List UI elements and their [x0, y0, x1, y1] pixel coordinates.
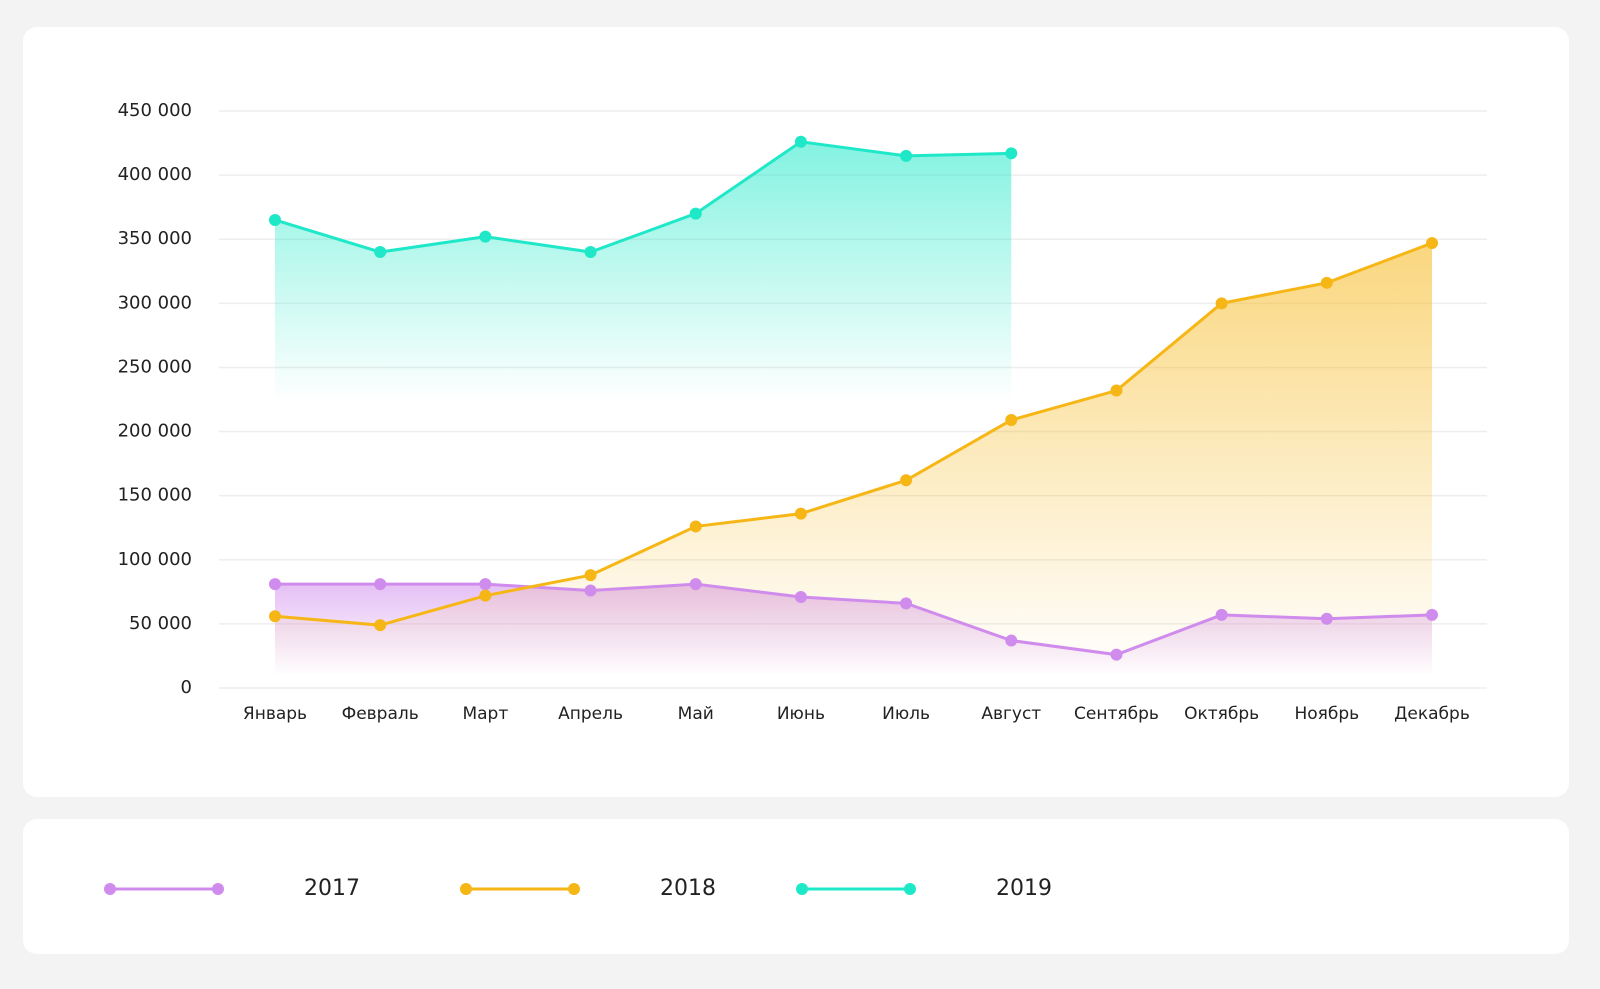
- data-point: [269, 578, 281, 591]
- y-tick-label: 450 000: [118, 100, 192, 121]
- y-tick-label: 350 000: [118, 228, 192, 249]
- data-point: [1215, 608, 1228, 621]
- area: [275, 243, 1432, 676]
- legend-label: 2019: [996, 876, 1052, 901]
- data-point: [1426, 608, 1438, 621]
- legend-dot: [568, 883, 580, 895]
- x-tick-label: Март: [462, 704, 508, 724]
- data-point: [584, 569, 597, 582]
- series-line: [275, 582, 1433, 657]
- legend-dot: [460, 883, 472, 895]
- x-tick-label: Сентябрь: [1074, 704, 1159, 724]
- series-line: [274, 241, 1433, 627]
- data-point: [689, 578, 702, 591]
- data-point: [479, 230, 492, 243]
- data-point: [374, 578, 387, 591]
- data-point: [269, 213, 281, 226]
- y-tick-label: 0: [181, 677, 192, 698]
- data-point: [1110, 648, 1123, 661]
- data-point: [479, 578, 492, 591]
- data-point: [1110, 384, 1123, 397]
- data-point: [1215, 297, 1228, 310]
- legend-dot: [796, 883, 808, 895]
- x-tick-label: Декабрь: [1394, 704, 1470, 724]
- data-point: [374, 619, 387, 632]
- data-point: [584, 246, 597, 259]
- data-point: [689, 520, 702, 533]
- legend-label: 2018: [660, 876, 716, 901]
- data-point: [689, 207, 702, 220]
- legend-dot: [212, 883, 224, 895]
- data-point: [1320, 276, 1333, 289]
- x-tick-label: Январь: [243, 704, 307, 724]
- data-point: [900, 149, 913, 162]
- data-point: [1426, 237, 1438, 250]
- data-point: [900, 597, 913, 610]
- data-point: [794, 590, 807, 603]
- y-tick-label: 50 000: [129, 613, 192, 634]
- data-point: [1005, 147, 1018, 160]
- legend-card: [23, 819, 1569, 954]
- data-point: [1320, 612, 1333, 625]
- legend-dot: [104, 883, 116, 895]
- y-tick-label: 300 000: [118, 292, 192, 313]
- legend-dot: [904, 883, 916, 895]
- area: [275, 141, 1012, 402]
- data-point: [269, 610, 281, 623]
- y-tick-label: 150 000: [118, 485, 192, 506]
- data-point: [479, 589, 492, 602]
- data-point: [1005, 634, 1018, 647]
- legend-label: 2017: [304, 876, 360, 901]
- x-tick-label: Август: [981, 704, 1041, 724]
- x-tick-label: Октябрь: [1184, 704, 1259, 724]
- y-tick-label: 200 000: [118, 421, 192, 442]
- y-tick-label: 100 000: [118, 549, 192, 570]
- x-tick-label: Апрель: [558, 704, 623, 724]
- data-point: [900, 474, 913, 487]
- series-line: [274, 140, 1012, 254]
- data-point: [1005, 414, 1018, 427]
- y-tick-label: 400 000: [118, 164, 192, 185]
- y-tick-label: 250 000: [118, 356, 192, 377]
- data-point: [374, 246, 387, 259]
- x-tick-label: Июль: [882, 704, 930, 724]
- x-tick-label: Ноябрь: [1294, 704, 1359, 724]
- data-point: [794, 507, 807, 520]
- x-tick-label: Февраль: [342, 704, 419, 724]
- x-tick-label: Июнь: [777, 704, 825, 724]
- data-point: [794, 135, 807, 148]
- data-point: [584, 584, 597, 597]
- x-tick-label: Май: [678, 704, 714, 724]
